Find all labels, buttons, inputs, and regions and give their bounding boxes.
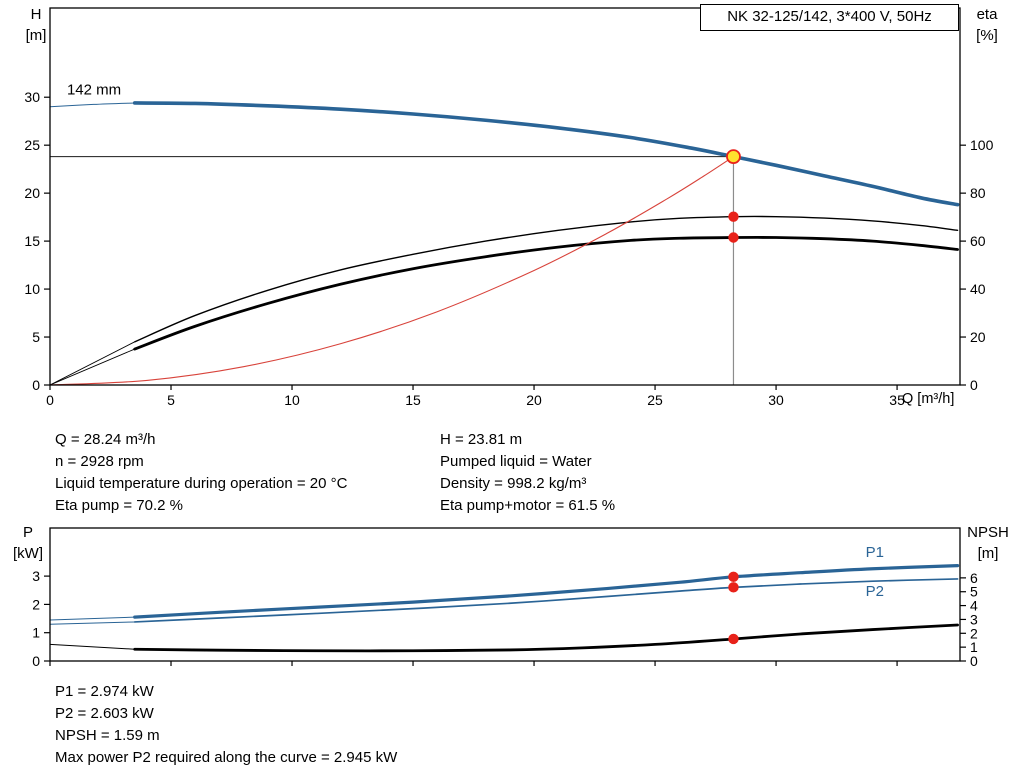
y-right-tick-label: 20 <box>970 329 986 345</box>
p1-point <box>728 571 739 583</box>
p2-curve-label: P2 <box>866 583 884 600</box>
info-line-rpm: n = 2928 rpm <box>55 453 144 470</box>
y-left-tick-label: 2 <box>32 596 40 612</box>
impeller-size-label: 142 mm <box>67 81 121 98</box>
series-npsh-lead <box>49 643 136 650</box>
q-axis-label: Q [m³/h] <box>902 391 955 407</box>
x-tick-label: 5 <box>167 392 175 408</box>
x-tick-label: 15 <box>405 392 421 408</box>
h-axis-unit: [m] <box>25 27 47 44</box>
series-eta-pump-motor-lead <box>49 348 136 386</box>
y-right-tick-label: 0 <box>970 377 978 393</box>
x-tick-label: 30 <box>768 392 784 408</box>
y-right-tick-label: 5 <box>970 584 978 600</box>
y-left-tick-label: 1 <box>32 625 40 641</box>
y-left-tick-label: 15 <box>24 233 40 249</box>
y-right-tick-label: 4 <box>970 598 978 614</box>
operating-data-column-2: H = 23.81 m Pumped liquid = Water Densit… <box>440 429 615 517</box>
series-eta-pump-lead <box>49 341 136 386</box>
series-pump-curve-lead <box>49 102 136 108</box>
info-line-npsh: NPSH = 1.59 m <box>55 727 160 744</box>
plot-frame <box>49 7 961 386</box>
y-left-tick-label: 3 <box>32 568 40 584</box>
y-right-tick-label: 40 <box>970 281 986 297</box>
series-eta-pump-motor <box>133 235 959 351</box>
eta-pump-motor-point <box>728 232 739 243</box>
x-tick-label: 25 <box>647 392 663 408</box>
eta-pump-point <box>728 211 739 222</box>
x-tick-label: 10 <box>284 392 300 408</box>
npsh-axis-title: NPSH [m] <box>958 522 1018 564</box>
p-axis-symbol: P <box>22 524 33 541</box>
y-right-tick-label: 6 <box>970 570 978 586</box>
y-left-tick-label: 20 <box>24 185 40 201</box>
info-line-temperature: Liquid temperature during operation = 20… <box>55 475 348 492</box>
p2-point <box>728 582 739 593</box>
h-axis-symbol: H <box>30 6 42 23</box>
y-left-tick-label: 0 <box>32 377 40 393</box>
y-left-tick-label: 0 <box>32 653 40 669</box>
y-right-tick-label: 2 <box>970 625 978 641</box>
p-axis-title: P [kW] <box>3 522 53 564</box>
x-tick-label: 20 <box>526 392 542 408</box>
qh-chart-canvas: 0 5 10 15 20 25 30 35 0 5 10 15 20 25 30 0 20 40 60 80 100 14… <box>24 7 994 408</box>
plot-frame <box>49 527 961 662</box>
operating-data-column-1: Q = 28.24 m³/h n = 2928 rpm Liquid tempe… <box>55 429 347 517</box>
y-left-tick-label: 10 <box>24 281 40 297</box>
x-tick-label: 0 <box>46 392 54 408</box>
npsh-point <box>728 633 739 645</box>
eta-axis-symbol: eta <box>976 6 998 23</box>
eta-axis-title: eta [%] <box>963 4 1011 46</box>
series-npsh <box>133 623 959 653</box>
pump-title-box: NK 32-125/142, 3*400 V, 50Hz <box>700 4 959 31</box>
y-right-tick-label: 3 <box>970 611 978 627</box>
y-left-tick-label: 25 <box>24 137 40 153</box>
y-right-tick-label: 80 <box>970 185 986 201</box>
series-eta-pump <box>134 215 959 343</box>
y-right-tick-label: 60 <box>970 233 986 249</box>
y-right-tick-label: 0 <box>970 653 978 669</box>
info-line-max-power: Max power P2 required along the curve = … <box>55 749 398 766</box>
series-pump-curve-142mm <box>132 101 960 207</box>
x-tick-label: 35 <box>889 392 905 408</box>
p1-curve-label: P1 <box>866 544 884 561</box>
y-right-tick-label: 100 <box>970 137 994 153</box>
series-p1 <box>133 564 960 619</box>
series-p2 <box>133 578 959 623</box>
series-qh-parabola <box>49 156 735 386</box>
info-line-density: Density = 998.2 kg/m³ <box>440 475 587 492</box>
h-axis-title: H [m] <box>12 4 60 46</box>
info-line-liquid: Pumped liquid = Water <box>440 453 592 470</box>
series-p1-lead <box>49 616 136 621</box>
p-axis-unit: [kW] <box>13 545 43 562</box>
info-line-p1: P1 = 2.974 kW <box>55 683 154 700</box>
info-line-q: Q = 28.24 m³/h <box>55 431 156 448</box>
series-p2-lead <box>49 621 136 625</box>
npsh-axis-unit: [m] <box>977 545 999 562</box>
eta-axis-unit: [%] <box>976 27 998 44</box>
duty-point <box>726 149 741 164</box>
y-left-tick-label: 30 <box>24 89 40 105</box>
y-left-tick-label: 5 <box>32 329 40 345</box>
npsh-axis-symbol: NPSH <box>967 524 1009 541</box>
info-line-eta-pump: Eta pump = 70.2 % <box>55 497 183 514</box>
y-right-tick-label: 1 <box>970 639 978 655</box>
info-line-p2: P2 = 2.603 kW <box>55 705 154 722</box>
info-line-eta-total: Eta pump+motor = 61.5 % <box>440 497 616 514</box>
info-line-h: H = 23.81 m <box>440 431 523 448</box>
power-data-block: P1 = 2.974 kW P2 = 2.603 kW NPSH = 1.59 … <box>55 681 397 769</box>
